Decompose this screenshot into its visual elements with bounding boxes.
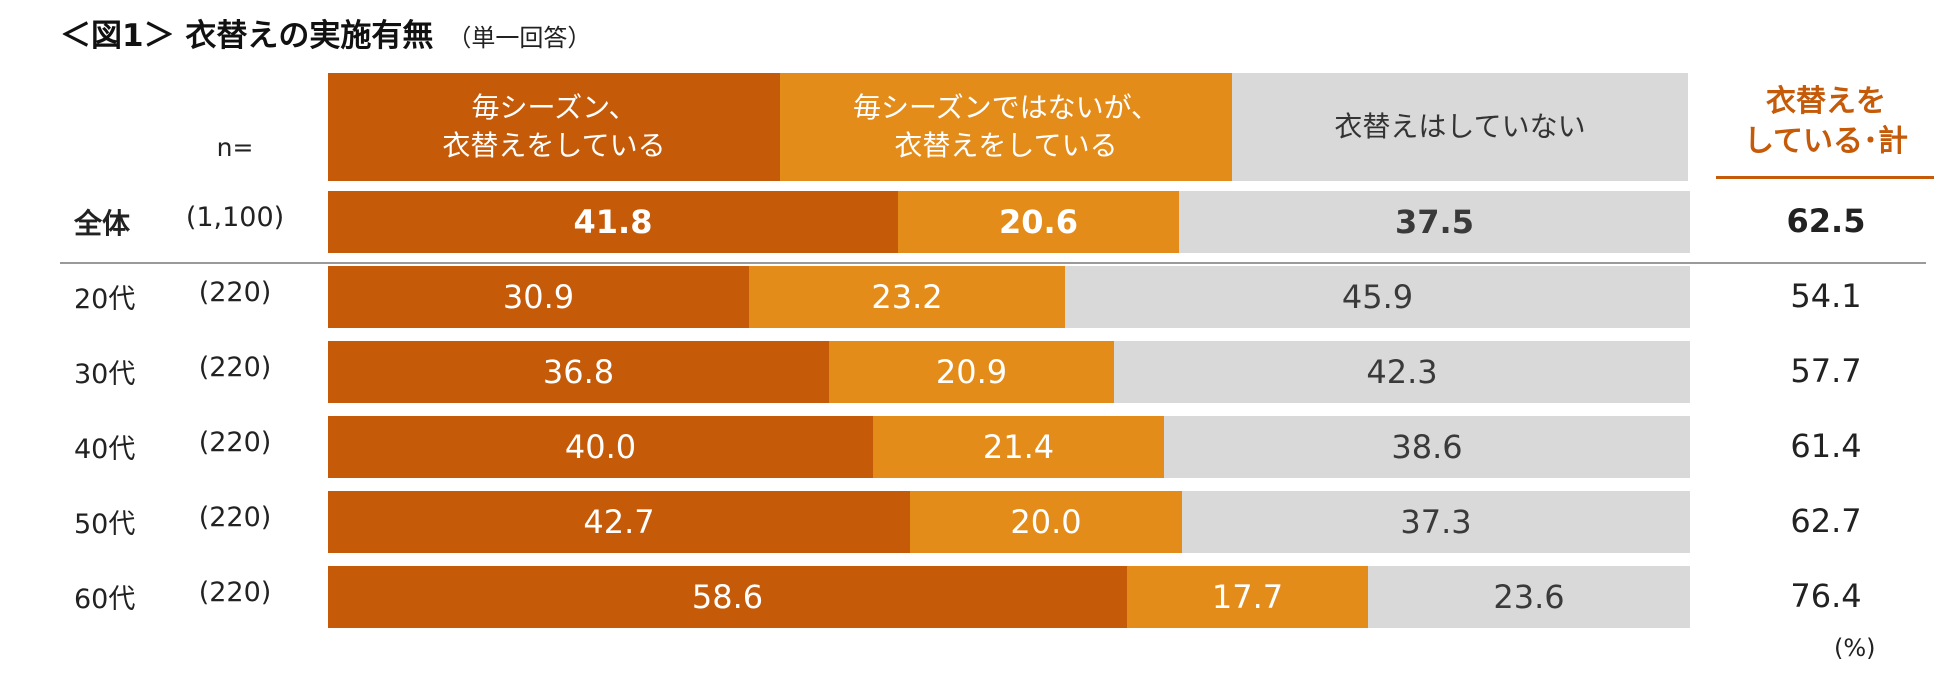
bar-segment-every-season: 42.7: [328, 491, 910, 553]
stacked-bar: 58.6 17.7 23.6: [328, 566, 1690, 628]
row-label: 20代: [74, 284, 136, 315]
bar-segment-none: 37.5: [1179, 191, 1690, 253]
row-total-value: 61.4: [1790, 427, 1862, 465]
title-sub: （単一回答）: [447, 24, 592, 52]
bar-segment-every-season: 58.6: [328, 566, 1127, 628]
stacked-bar: 40.0 21.4 38.6: [328, 416, 1690, 478]
row-label: 40代: [74, 434, 136, 465]
stacked-bar: 41.8 20.6 37.5: [328, 191, 1690, 253]
row-total-value: 62.7: [1790, 502, 1862, 540]
row-sample-size: (220): [198, 352, 272, 383]
bar-segment-not-every-season: 20.0: [910, 491, 1182, 553]
bar-segment-none: 38.6: [1164, 416, 1690, 478]
legend-header-none: 衣替えはしていない: [1232, 73, 1688, 181]
stacked-bar: 42.7 20.0 37.3: [328, 491, 1690, 553]
row-total-value: 57.7: [1790, 352, 1862, 390]
stacked-bar: 30.9 23.2 45.9: [328, 266, 1690, 328]
n-label: n=: [216, 133, 254, 162]
unit-label: (%): [1834, 634, 1876, 662]
row-label: 全体: [74, 207, 131, 240]
row-label: 50代: [74, 509, 136, 540]
bar-segment-not-every-season: 17.7: [1127, 566, 1368, 628]
bar-segment-every-season: 30.9: [328, 266, 749, 328]
row-total-value: 62.5: [1786, 202, 1866, 240]
bar-segment-not-every-season: 23.2: [749, 266, 1065, 328]
legend-header-not-every-season: 毎シーズンではないが、 衣替えをしている: [780, 73, 1232, 181]
chart-title: ＜図1＞ 衣替えの実施有無 （単一回答）: [60, 10, 591, 66]
bar-segment-every-season: 36.8: [328, 341, 829, 403]
row-sample-size: (220): [198, 577, 272, 608]
total-header-underline: [1716, 176, 1934, 179]
title-main: ＜図1＞ 衣替えの実施有無: [60, 18, 434, 54]
row-sample-size: (220): [198, 427, 272, 458]
row-total-value: 54.1: [1790, 277, 1862, 315]
legend-header-every-season: 毎シーズン、 衣替えをしている: [328, 73, 780, 181]
stacked-bar: 36.8 20.9 42.3: [328, 341, 1690, 403]
total-header: 衣替えを している･計: [1743, 84, 1909, 159]
bar-segment-not-every-season: 20.6: [898, 191, 1179, 253]
row-sample-size: (220): [198, 502, 272, 533]
bar-segment-none: 23.6: [1368, 566, 1690, 628]
bar-segment-every-season: 41.8: [328, 191, 898, 253]
bar-segment-none: 42.3: [1114, 341, 1690, 403]
bar-segment-none: 45.9: [1065, 266, 1690, 328]
bar-segment-not-every-season: 21.4: [873, 416, 1164, 478]
bar-segment-not-every-season: 20.9: [829, 341, 1114, 403]
bar-segment-none: 37.3: [1182, 491, 1690, 553]
bar-segment-every-season: 40.0: [328, 416, 873, 478]
row-sample-size: (220): [198, 277, 272, 308]
row-label: 30代: [74, 359, 136, 390]
row-total-value: 76.4: [1790, 577, 1862, 615]
row-sample-size: (1,100): [185, 202, 285, 233]
total-divider-line: [60, 262, 1926, 264]
row-label: 60代: [74, 584, 136, 615]
